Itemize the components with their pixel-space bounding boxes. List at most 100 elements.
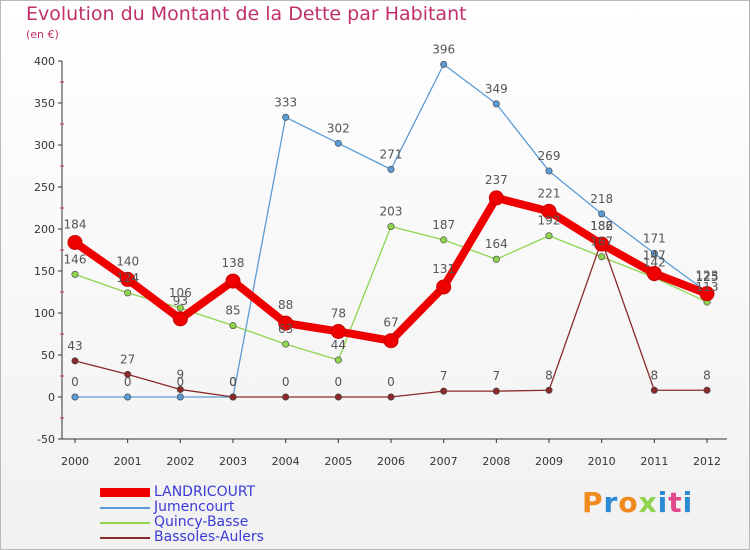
proxiti-logo: Proxiti	[582, 486, 694, 519]
series-point	[440, 236, 448, 244]
data-label: 167	[590, 235, 613, 249]
y-tick-label: 400	[34, 55, 55, 68]
series-point	[545, 167, 553, 175]
data-label: 218	[590, 192, 613, 206]
series-point	[650, 386, 658, 394]
data-label: 85	[225, 304, 240, 318]
data-label: 0	[229, 375, 237, 389]
data-label: 184	[64, 217, 87, 231]
series-point	[124, 393, 132, 401]
y-tick-label: 0	[48, 391, 55, 404]
legend-label: Jumencourt	[154, 499, 235, 515]
series-point	[172, 311, 188, 327]
data-label: 0	[124, 375, 132, 389]
data-label: 93	[173, 294, 188, 308]
series-point	[124, 370, 132, 378]
data-label: 147	[643, 249, 666, 263]
series-point	[598, 253, 606, 261]
y-tick-label: 50	[41, 349, 55, 362]
data-label: 237	[485, 173, 508, 187]
series-point	[492, 387, 500, 395]
data-label: 0	[229, 375, 237, 389]
data-label: 349	[485, 82, 508, 96]
data-label: 7	[440, 369, 448, 383]
chart-title: Evolution du Montant de la Dette par Hab…	[26, 3, 467, 25]
series-point	[282, 393, 290, 401]
y-tick-label: 300	[34, 139, 55, 152]
series-point	[71, 357, 79, 365]
series-point	[387, 222, 395, 230]
data-label: 203	[380, 204, 403, 218]
legend-item: Quincy-Basse	[100, 515, 264, 530]
series-point	[225, 273, 241, 289]
series-point	[541, 203, 557, 219]
series-point	[646, 266, 662, 282]
data-label: 0	[177, 375, 185, 389]
series-point	[282, 340, 290, 348]
data-label: 182	[590, 219, 613, 233]
data-label: 123	[696, 269, 719, 283]
legend-swatch	[100, 536, 150, 539]
data-label: 113	[696, 280, 719, 294]
y-tick-label: 150	[34, 265, 55, 278]
data-label: 171	[643, 231, 666, 245]
data-label: 142	[643, 256, 666, 270]
data-label: 8	[545, 368, 553, 382]
data-label: 78	[331, 306, 346, 320]
x-tick-label: 2012	[693, 455, 721, 468]
data-label: 9	[177, 367, 185, 381]
series-point	[176, 385, 184, 393]
data-label: 88	[278, 298, 293, 312]
data-label: 125	[696, 270, 719, 284]
x-tick-label: 2011	[640, 455, 668, 468]
y-tick-label: 100	[34, 307, 55, 320]
data-label: 187	[432, 218, 455, 232]
series-point	[334, 356, 342, 364]
x-tick-label: 2005	[324, 455, 352, 468]
y-tick-label: 200	[34, 223, 55, 236]
data-label: 0	[71, 375, 79, 389]
series-point	[282, 113, 290, 121]
data-label: 27	[120, 352, 135, 366]
series-point	[545, 232, 553, 240]
data-label: 146	[64, 252, 87, 266]
data-label: 192	[538, 214, 561, 228]
series-point	[278, 315, 294, 331]
data-label: 333	[274, 95, 297, 109]
legend-swatch	[100, 488, 150, 497]
data-label: 302	[327, 121, 350, 135]
x-tick-label: 2004	[272, 455, 300, 468]
data-label: 269	[538, 149, 561, 163]
series-point	[229, 393, 237, 401]
x-tick-label: 2002	[166, 455, 194, 468]
y-tick-label: 250	[34, 181, 55, 194]
data-label: 0	[335, 375, 343, 389]
legend-item: Bassoles-Aulers	[100, 530, 264, 545]
series-point	[387, 165, 395, 173]
data-label: 0	[387, 375, 395, 389]
x-tick-label: 2007	[430, 455, 458, 468]
series-point	[71, 393, 79, 401]
series-point	[334, 139, 342, 147]
series-point	[383, 333, 399, 349]
data-label: 138	[222, 256, 245, 270]
series-point	[545, 386, 553, 394]
data-label: 8	[703, 368, 711, 382]
series-point	[699, 286, 715, 302]
data-label: 7	[493, 369, 501, 383]
x-tick-label: 2000	[61, 455, 89, 468]
series-point	[703, 386, 711, 394]
series-point	[598, 210, 606, 218]
legend-label: Bassoles-Aulers	[154, 529, 264, 545]
series-point	[488, 190, 504, 206]
legend-item: LANDRICOURT	[100, 485, 264, 500]
series-point	[440, 387, 448, 395]
data-label: 186	[590, 219, 613, 233]
x-tick-label: 2009	[535, 455, 563, 468]
legend-label: Quincy-Basse	[154, 514, 249, 530]
series-point	[330, 323, 346, 339]
series-point	[176, 393, 184, 401]
x-tick-label: 2006	[377, 455, 405, 468]
data-label: 396	[432, 42, 455, 56]
